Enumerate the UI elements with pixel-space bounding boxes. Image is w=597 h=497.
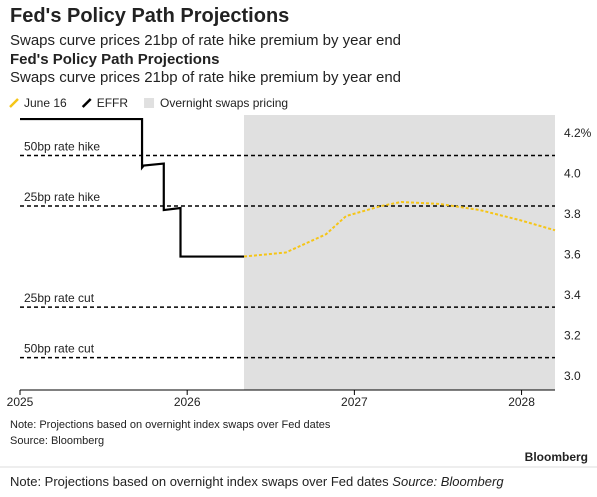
- y-tick-label: 3.4: [564, 288, 581, 302]
- x-tick-label: 2026: [174, 395, 201, 409]
- title: Fed's Policy Path Projections: [10, 5, 289, 27]
- reference-label: 50bp rate hike: [24, 139, 100, 153]
- reference-label: 50bp rate cut: [24, 342, 95, 356]
- y-tick-label: 3.8: [564, 207, 581, 221]
- reference-label: 25bp rate cut: [24, 291, 95, 305]
- y-tick-label: 3.0: [564, 369, 581, 383]
- x-tick-label: 2027: [341, 395, 368, 409]
- legend-swatch: [81, 98, 92, 108]
- x-tick-label: 2025: [7, 395, 34, 409]
- shaded-region: [244, 115, 555, 390]
- series-line: [20, 117, 245, 258]
- source: Source: Bloomberg: [10, 435, 104, 447]
- legend-swatch: [9, 98, 19, 108]
- reference-label: 25bp rate hike: [24, 190, 100, 204]
- legend-swatch: [144, 98, 155, 108]
- note: Note: Projections based on overnight ind…: [10, 419, 331, 431]
- legend-label: Overnight swaps pricing: [160, 96, 288, 110]
- y-tick-label: 3.6: [564, 248, 581, 262]
- brand: Bloomberg: [525, 450, 588, 464]
- title-repeat: Fed's Policy Path Projections: [10, 51, 219, 68]
- legend-label: June 16: [24, 96, 67, 110]
- legend-label: EFFR: [97, 96, 129, 110]
- caption-note-text: Note: Projections based on overnight ind…: [10, 474, 389, 489]
- x-tick-label: 2028: [508, 395, 535, 409]
- caption-source: Source: Bloomberg: [392, 474, 504, 489]
- caption-note: Note: Projections based on overnight ind…: [10, 474, 504, 489]
- y-tick-label: 4.2%: [564, 126, 592, 140]
- y-tick-label: 3.2: [564, 328, 581, 342]
- y-tick-label: 4.0: [564, 167, 581, 181]
- subtitle-repeat: Swaps curve prices 21bp of rate hike pre…: [10, 69, 401, 86]
- subtitle: Swaps curve prices 21bp of rate hike pre…: [10, 32, 401, 49]
